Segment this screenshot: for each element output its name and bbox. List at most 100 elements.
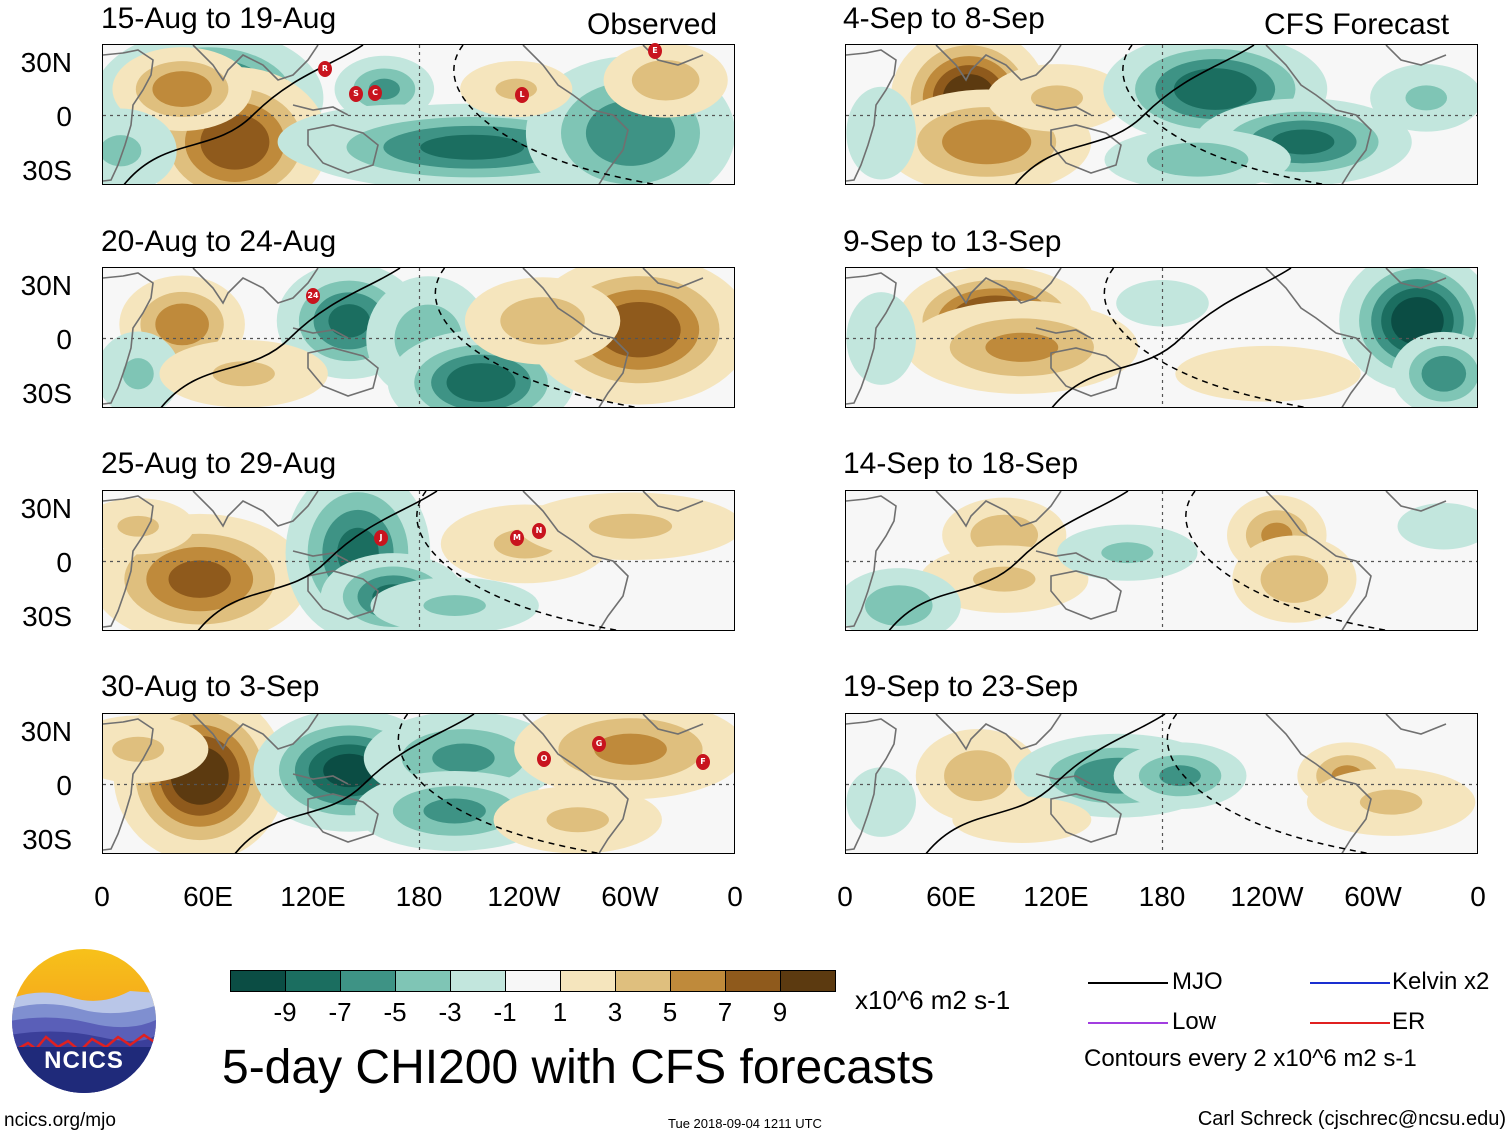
- legend-line-low: [1088, 1022, 1168, 1024]
- coastline: [522, 714, 704, 853]
- coastline: [935, 268, 1062, 305]
- contour-band: [500, 297, 585, 345]
- enhanced-anomaly: [103, 108, 177, 184]
- coastline: [1265, 45, 1447, 184]
- mjo-contour-negative: [416, 491, 620, 630]
- panel-title-forecast-1: 4-Sep to 8-Sep: [843, 2, 1045, 35]
- suppressed-anomaly: [514, 714, 734, 800]
- contour-band: [846, 86, 916, 180]
- lon-label: 120E: [1023, 881, 1089, 912]
- main-title: 5-day CHI200 with CFS forecasts: [222, 1041, 935, 1094]
- lat-label-30s: 30S: [22, 378, 72, 409]
- coastline: [1035, 104, 1122, 174]
- contour-band: [546, 807, 609, 833]
- contour-band: [200, 114, 270, 170]
- coastline: [192, 714, 319, 751]
- coastline: [522, 491, 704, 630]
- enhanced-anomaly: [1397, 503, 1477, 550]
- mjo-contour-negative: [434, 268, 638, 407]
- contour-band: [423, 595, 486, 616]
- colorbar-tick-label: 5: [662, 997, 678, 1027]
- enhanced-anomaly: [1391, 331, 1477, 407]
- storm-marker: M: [510, 530, 524, 546]
- heat-field: [846, 491, 1477, 630]
- colorbar-tick-label: 1: [552, 997, 568, 1027]
- coastline: [1265, 714, 1447, 853]
- colorbar-swatch: [285, 970, 341, 992]
- storm-marker: L: [515, 87, 529, 103]
- footer-credit[interactable]: Carl Schreck (cjschrec@ncsu.edu): [1197, 1108, 1506, 1130]
- suppressed-anomaly: [159, 339, 328, 407]
- coastline: [935, 714, 1062, 751]
- lon-label: 0: [1470, 881, 1486, 912]
- lat-label-30s: 30S: [22, 824, 72, 855]
- panel-title-forecast-3: 14-Sep to 18-Sep: [843, 447, 1079, 480]
- enhanced-anomaly: [846, 767, 916, 837]
- lat-label-30n: 30N: [20, 493, 72, 524]
- colorbar-tick-label: -7: [328, 997, 352, 1027]
- map-panel-observed-3: [102, 490, 735, 631]
- mjo-contour-negative: [1103, 268, 1307, 407]
- contour-band: [1173, 68, 1257, 110]
- heat-field: [103, 491, 734, 630]
- lat-label-eq: 0: [56, 101, 72, 132]
- colorbar-swatch: [450, 970, 506, 992]
- panel-title-observed-4: 30-Aug to 3-Sep: [101, 670, 320, 703]
- heat-field: [103, 714, 734, 853]
- coastline: [292, 550, 379, 620]
- ncics-logo[interactable]: NCICS: [10, 947, 158, 1095]
- enhanced-anomaly: [846, 86, 916, 180]
- lon-label: 180: [1138, 881, 1186, 912]
- contour-band: [973, 566, 1036, 592]
- coastline: [103, 495, 154, 628]
- footer-url[interactable]: ncics.org/mjo: [4, 1110, 116, 1131]
- lat-label-30s: 30S: [22, 601, 72, 632]
- contour-band: [1405, 85, 1448, 111]
- contour-band: [212, 361, 275, 387]
- lon-label: 120E: [280, 881, 346, 912]
- storm-marker: R: [318, 61, 332, 77]
- map-panel-forecast-3: [845, 490, 1478, 631]
- map-panel-forecast-4: [845, 713, 1478, 854]
- enhanced-anomaly: [1104, 128, 1291, 184]
- storm-marker: F: [696, 754, 710, 770]
- lat-label-30n: 30N: [20, 716, 72, 747]
- coastline: [935, 45, 1062, 82]
- suppressed-anomaly: [112, 47, 252, 131]
- heat-field: [103, 268, 734, 407]
- mjo-contour-positive: [1051, 268, 1292, 407]
- coastline: [192, 45, 319, 82]
- lon-label: 60W: [1344, 881, 1402, 912]
- heat-field: [103, 45, 734, 184]
- lon-label: 180: [395, 881, 443, 912]
- contour-band: [952, 796, 1092, 843]
- suppressed-anomaly: [905, 300, 1139, 394]
- contour-band: [112, 736, 165, 762]
- storm-marker: N: [532, 523, 546, 539]
- panel-title-observed-1: 15-Aug to 19-Aug: [101, 2, 337, 35]
- mjo-contour-negative: [453, 45, 657, 184]
- storm-marker: G: [592, 736, 606, 752]
- suppressed-anomaly: [493, 785, 662, 853]
- ncics-logo-text: NCICS: [44, 1047, 124, 1074]
- enhanced-anomaly: [1113, 742, 1247, 809]
- mjo-contour-positive: [234, 714, 475, 853]
- colorbar-tick-label: -3: [438, 997, 462, 1027]
- colorbar-swatch: [230, 970, 286, 992]
- contour-band: [1359, 789, 1423, 815]
- coastline: [292, 773, 379, 843]
- enhanced-anomaly: [1370, 64, 1477, 132]
- heat-field: [846, 268, 1477, 407]
- legend-label-mjo: MJO: [1172, 968, 1223, 995]
- legend-label-er: ER: [1392, 1008, 1426, 1035]
- coastline: [846, 272, 897, 405]
- mjo-contour-positive: [197, 491, 438, 630]
- panel-title-observed-3: 25-Aug to 29-Aug: [101, 447, 337, 480]
- coastline: [103, 49, 154, 182]
- mjo-contour-negative: [1122, 45, 1326, 184]
- suppressed-anomaly: [1306, 768, 1476, 836]
- enhanced-anomaly: [103, 331, 181, 407]
- lon-label: 60W: [601, 881, 659, 912]
- contour-band: [944, 750, 1012, 802]
- colorbar-swatch: [725, 970, 781, 992]
